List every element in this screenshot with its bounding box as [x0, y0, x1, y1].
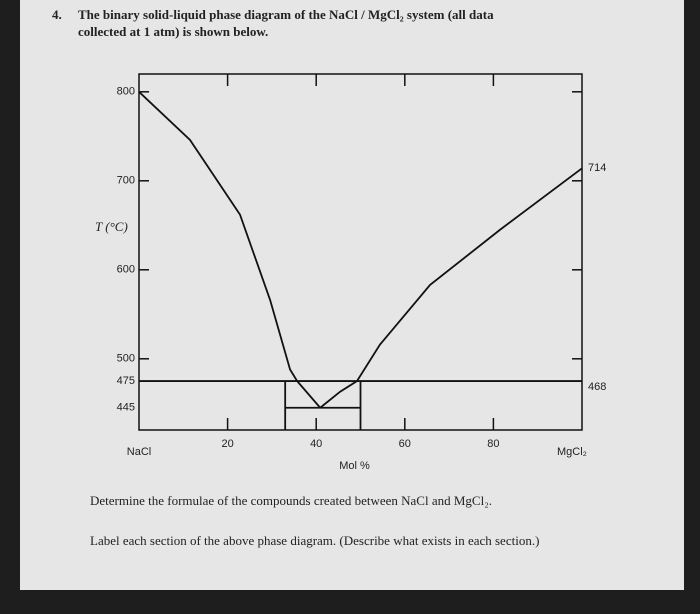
x-axis-label: Mol % [339, 460, 370, 472]
x-left-label: NaCl [127, 446, 151, 458]
question-number: 4. [52, 7, 62, 22]
x-tick-label: 60 [399, 438, 411, 450]
x-tick-label: 40 [310, 438, 322, 450]
right-label: 468 [588, 381, 606, 393]
paper [20, 0, 684, 590]
y-tick-label: 475 [117, 375, 135, 387]
phase-line [319, 167, 583, 409]
x-right-label: MgCl₂ [557, 446, 587, 458]
y-tick-label: 800 [117, 86, 135, 98]
y-tick-label: 600 [117, 264, 135, 276]
right-label: 714 [588, 162, 606, 174]
y-tick-label: 445 [117, 402, 135, 414]
question-text: The binary solid-liquid phase diagram of… [78, 7, 494, 39]
y-axis-label: T (°C) [95, 219, 128, 234]
task-2: Label each section of the above phase di… [90, 533, 540, 548]
y-tick-label: 500 [117, 353, 135, 365]
y-tick-label: 700 [117, 175, 135, 187]
task-1: Determine the formulae of the compounds … [90, 493, 492, 508]
x-tick-label: 20 [221, 438, 233, 450]
x-tick-label: 80 [487, 438, 499, 450]
phase-line [138, 91, 321, 409]
